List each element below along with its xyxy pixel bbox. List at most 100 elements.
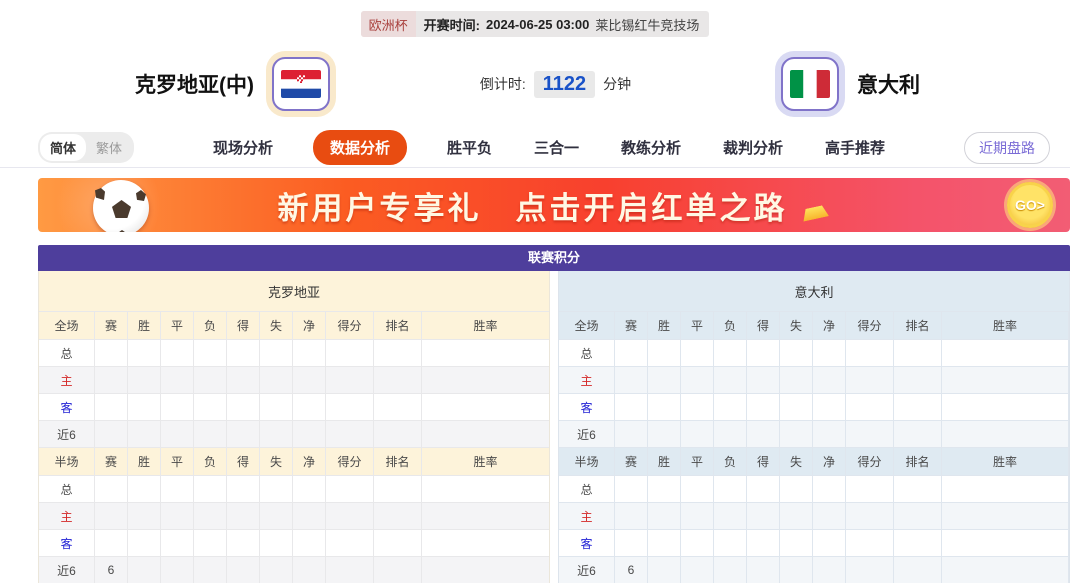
tab-coach-analysis[interactable]: 教练分析 <box>621 140 682 157</box>
table-cell <box>260 476 293 502</box>
table-cell <box>326 557 374 583</box>
table-cell <box>422 476 549 502</box>
soccer-ball-icon <box>93 180 149 232</box>
row-label: 客 <box>39 394 95 420</box>
league-points-section: 联赛积分 克罗地亚 全场赛胜平负得失净得分 排名 胜率总主客近6 半场赛胜平负得失净得… <box>38 245 1070 583</box>
match-header: 克罗地亚(中) 倒计时: 1122 分钟 <box>0 40 1070 128</box>
table-cell <box>615 367 648 393</box>
tab-referee-analysis[interactable]: 裁判分析 <box>723 140 784 157</box>
table-cell: 6 <box>615 557 648 583</box>
table-cell <box>422 340 549 366</box>
tab-live-analysis[interactable]: 现场分析 <box>212 140 273 157</box>
table-row: 客 <box>39 529 549 556</box>
table-cell <box>846 421 894 447</box>
table-cell <box>293 557 326 583</box>
row-label: 总 <box>559 340 615 366</box>
column-header: 平 <box>681 448 714 475</box>
league-badge: 欧洲杯 <box>360 11 416 37</box>
table-cell <box>374 394 422 420</box>
table-cell <box>227 557 260 583</box>
table-cell <box>161 421 194 447</box>
table-row: 客 <box>39 393 549 420</box>
table-cell <box>293 394 326 420</box>
table-cell <box>293 503 326 529</box>
table-cell <box>422 557 549 583</box>
table-cell <box>648 530 681 556</box>
table-cell <box>128 530 161 556</box>
kickoff-label: 开赛时间: <box>423 17 480 33</box>
table-row: 近6 6 <box>559 556 1069 583</box>
row-label: 近6 <box>559 557 615 583</box>
recent-odds-button[interactable]: 近期盘路 <box>964 131 1050 164</box>
tab-win-draw-lose[interactable]: 胜平负 <box>446 140 492 157</box>
home-team: 克罗地亚(中) <box>135 57 330 111</box>
table-cell <box>648 503 681 529</box>
table-cell <box>194 421 227 447</box>
table-cell <box>128 421 161 447</box>
table-cell <box>293 421 326 447</box>
table-cell <box>846 394 894 420</box>
table-cell <box>942 476 1069 502</box>
promo-banner[interactable]: 新用户专享礼 点击开启红单之路 GO> <box>38 178 1070 232</box>
table-cell <box>326 421 374 447</box>
table-cell <box>942 530 1069 556</box>
table-row: 主 <box>39 366 549 393</box>
table-cell <box>894 476 942 502</box>
column-header: 胜 <box>128 448 161 475</box>
table-cell <box>780 530 813 556</box>
table-cell <box>194 476 227 502</box>
table-cell <box>95 394 128 420</box>
tab-data-analysis[interactable]: 数据分析 <box>312 130 407 165</box>
table-cell <box>942 394 1069 420</box>
banner-wrap: 新用户专享礼 点击开启红单之路 GO> <box>0 168 1070 232</box>
kickoff-time: 2024-06-25 03:00 <box>485 16 590 32</box>
venue-name: 莱比锡红牛竞技场 <box>595 17 700 33</box>
table-cell <box>194 367 227 393</box>
column-header: 排名 <box>374 312 422 339</box>
table-cell <box>260 340 293 366</box>
table-cell <box>813 557 846 583</box>
table-cell <box>846 340 894 366</box>
table-cell <box>681 394 714 420</box>
table-cell <box>681 340 714 366</box>
table-cell <box>227 394 260 420</box>
table-cell <box>95 503 128 529</box>
table-cell <box>780 503 813 529</box>
table-cell <box>161 340 194 366</box>
tab-three-in-one[interactable]: 三合一 <box>534 140 580 157</box>
table-cell <box>326 367 374 393</box>
home-team-name: 克罗地亚(中) <box>135 74 254 97</box>
table-cell <box>194 394 227 420</box>
column-header: 胜率 <box>473 319 498 333</box>
table-row: 近6 6 <box>39 556 549 583</box>
table-cell <box>227 503 260 529</box>
table-cell <box>846 476 894 502</box>
table-row: 主 <box>39 502 549 529</box>
lang-traditional-button[interactable]: 繁体 <box>96 141 123 156</box>
table-cell <box>714 394 747 420</box>
go-button[interactable]: GO> <box>1007 182 1053 228</box>
column-header: 平 <box>161 312 194 339</box>
table-cell <box>942 503 1069 529</box>
croatia-flag-icon <box>272 57 330 111</box>
table-cell <box>422 367 549 393</box>
table-cell <box>95 367 128 393</box>
table-cell <box>293 340 326 366</box>
tab-expert-recommend[interactable]: 高手推荐 <box>825 140 886 157</box>
table-cell <box>780 394 813 420</box>
table-halves: 克罗地亚 全场赛胜平负得失净得分 排名 胜率总主客近6 半场赛胜平负得失净得分 排名 胜率… <box>38 271 1070 583</box>
table-cell <box>227 476 260 502</box>
column-header-row: 半场赛胜平负得失净得分 排名 胜率 <box>559 447 1069 475</box>
row-label: 客 <box>559 530 615 556</box>
table-cell <box>615 421 648 447</box>
banner-subtitle: 点击开启红单之路 <box>515 190 788 226</box>
table-cell <box>780 476 813 502</box>
table-cell <box>260 367 293 393</box>
table-cell <box>161 367 194 393</box>
column-header: 净 <box>293 448 326 475</box>
table-cell <box>194 530 227 556</box>
table-cell <box>374 340 422 366</box>
lang-simplified-button[interactable]: 简体 <box>40 134 87 161</box>
table-cell <box>615 530 648 556</box>
column-header: 胜 <box>648 448 681 475</box>
